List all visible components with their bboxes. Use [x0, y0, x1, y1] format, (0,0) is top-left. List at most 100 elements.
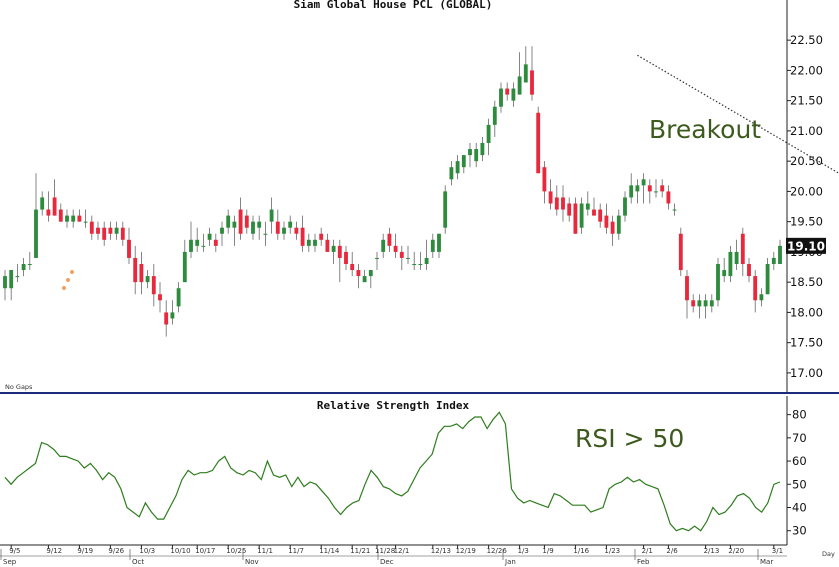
candle [406, 245, 410, 264]
x-tick-label: 12/26 [487, 547, 508, 555]
candle [635, 179, 640, 204]
candle [220, 221, 224, 246]
x-tick-label: 3/1 [772, 547, 783, 555]
candle-body [703, 300, 708, 307]
candle-body [709, 300, 714, 307]
x-tick-label: 2/6 [666, 547, 678, 555]
candle [151, 264, 156, 307]
x-tick-label: 2/20 [728, 547, 744, 555]
price-tick-label: 22.50 [790, 33, 823, 47]
x-tick-label: 10/3 [139, 547, 155, 555]
x-tick-label: 2/13 [704, 547, 720, 555]
candle [387, 227, 392, 252]
candle-body [598, 209, 603, 222]
candle-body [542, 167, 547, 192]
price-tick-label: 21.00 [790, 124, 823, 138]
dot [66, 278, 70, 282]
candle-body [52, 197, 57, 216]
candle [89, 215, 94, 240]
candle [468, 143, 472, 168]
candle-body [734, 251, 739, 264]
candle-body [40, 197, 45, 210]
candle-body [461, 155, 466, 168]
candle-body [660, 185, 665, 192]
x-tick-label: 1/9 [542, 547, 553, 555]
candle-body [406, 257, 410, 259]
candle [740, 227, 745, 277]
rsi-annotation: RSI > 50 [575, 424, 684, 453]
candle [226, 209, 231, 234]
candle-body [647, 185, 652, 192]
candle-body [182, 251, 187, 283]
x-tick-label: 11/1 [257, 547, 273, 555]
candle [182, 239, 187, 283]
candle-body [511, 88, 516, 101]
candle [337, 239, 342, 283]
candle [567, 197, 572, 222]
breakout-annotation: Breakout [649, 115, 761, 144]
candle [127, 227, 131, 264]
x-tick-label: 11/14 [319, 547, 340, 555]
candle-body [561, 197, 565, 210]
candle [660, 179, 665, 198]
candle-body [592, 209, 596, 216]
candle [300, 215, 305, 252]
candle-body [350, 264, 355, 271]
candlestick-series [3, 46, 782, 337]
candle-body [238, 209, 243, 234]
candle [375, 251, 379, 271]
candle-body [158, 294, 162, 301]
candle-body [220, 227, 224, 234]
candle-body [412, 264, 417, 265]
candle-body [313, 239, 317, 246]
candle [610, 215, 615, 246]
candle-body [102, 227, 107, 240]
x-tick-label: 9/26 [108, 547, 124, 555]
candle [486, 118, 491, 156]
candle [691, 294, 696, 313]
candle [654, 179, 658, 198]
candle [257, 215, 262, 240]
candle-body [722, 270, 727, 277]
candle [424, 239, 429, 271]
candle-body [232, 221, 237, 228]
candle-body [443, 191, 448, 228]
x-tick-label: 12/1 [394, 547, 410, 555]
candle [530, 46, 534, 101]
x-tick-label: 1/23 [604, 547, 620, 555]
month-label: Sep [3, 558, 17, 566]
candle [455, 155, 460, 180]
candle [548, 179, 553, 210]
candle [170, 300, 175, 325]
candle [108, 221, 113, 240]
candle [114, 221, 119, 240]
candle-body [65, 215, 69, 222]
candle [207, 227, 212, 246]
candle [275, 209, 280, 240]
candle [164, 300, 169, 337]
rsi-axis: 80 70 60 50 40 30 [786, 396, 807, 545]
candle [523, 46, 528, 83]
candle-body [585, 203, 590, 210]
price-axis: 22.5022.0021.5021.0020.5020.0019.5019.00… [786, 0, 823, 392]
candle [598, 203, 603, 228]
dot [62, 286, 66, 290]
candle [331, 239, 336, 264]
price-tick-label: 18.50 [790, 275, 823, 289]
dot [70, 270, 74, 274]
x-tick-label: 9/12 [46, 547, 62, 555]
candle-body [678, 233, 683, 271]
candle [344, 245, 348, 271]
candle-body [195, 239, 200, 246]
x-tick-label: 1/3 [518, 547, 529, 555]
candle [697, 294, 702, 319]
candle-body [517, 76, 522, 95]
price-panel: Siam Global House PCL (GLOBAL) 22.50 22.0… [3, 0, 839, 392]
candle-body [375, 257, 379, 259]
candle [319, 227, 324, 246]
candle [251, 215, 255, 240]
candle [96, 221, 100, 240]
candle [561, 185, 565, 222]
candle [573, 197, 578, 234]
candle [368, 270, 373, 289]
